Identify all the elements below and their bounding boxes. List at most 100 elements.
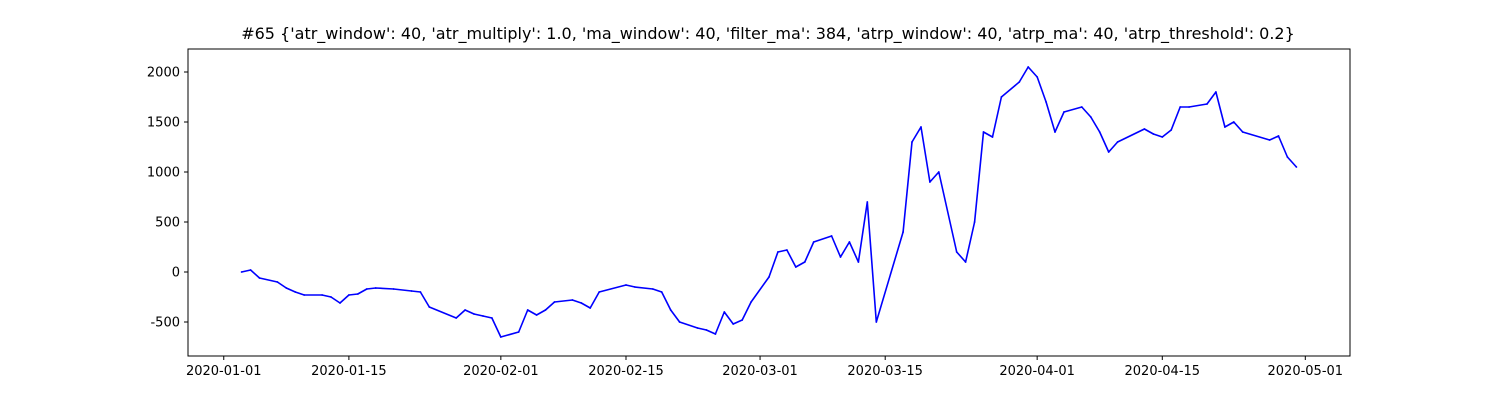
data-point bbox=[553, 301, 556, 303]
data-point bbox=[473, 313, 475, 315]
data-point bbox=[455, 317, 458, 319]
data-point bbox=[598, 291, 601, 293]
data-point bbox=[1018, 81, 1021, 83]
data-point bbox=[1080, 106, 1083, 108]
y-tick-label: 2000 bbox=[147, 66, 180, 81]
data-point bbox=[651, 288, 654, 290]
data-point bbox=[1063, 111, 1065, 113]
data-point bbox=[1215, 91, 1217, 93]
data-point bbox=[991, 136, 994, 138]
data-point bbox=[1116, 141, 1119, 143]
data-point bbox=[902, 231, 904, 233]
y-tick-label: 1000 bbox=[147, 166, 180, 181]
data-point bbox=[491, 317, 493, 319]
data-point bbox=[964, 261, 967, 263]
data-point bbox=[392, 288, 395, 290]
data-point bbox=[955, 251, 958, 253]
data-point bbox=[669, 309, 672, 311]
data-point bbox=[1277, 135, 1280, 137]
data-point bbox=[249, 269, 252, 271]
data-point bbox=[830, 235, 833, 237]
data-point bbox=[1232, 121, 1235, 123]
x-tick-label: 2020-02-15 bbox=[588, 364, 664, 379]
data-point bbox=[276, 281, 279, 283]
data-point bbox=[678, 321, 681, 323]
data-point bbox=[580, 302, 583, 304]
x-tick-label: 2020-02-01 bbox=[463, 364, 539, 379]
data-point bbox=[1152, 133, 1155, 135]
data-point bbox=[857, 261, 860, 263]
data-point bbox=[1206, 103, 1208, 105]
data-point bbox=[1188, 106, 1190, 108]
data-point bbox=[1000, 96, 1003, 98]
x-tick-label: 2020-04-01 bbox=[999, 364, 1075, 379]
x-tick-label: 2020-04-15 bbox=[1125, 364, 1201, 379]
data-point bbox=[812, 241, 815, 243]
data-point bbox=[1045, 101, 1047, 103]
data-point bbox=[1241, 131, 1244, 133]
data-point bbox=[982, 131, 985, 133]
x-tick-label: 2020-05-01 bbox=[1268, 364, 1344, 379]
data-point bbox=[1036, 76, 1039, 78]
data-point bbox=[330, 296, 332, 298]
data-point bbox=[1286, 156, 1289, 158]
data-point bbox=[348, 294, 350, 296]
axes-frame bbox=[187, 48, 1351, 357]
chart-title: #65 {'atr_window': 40, 'atr_multiply': 1… bbox=[241, 24, 1295, 44]
data-point bbox=[1224, 126, 1226, 128]
y-tick-label: 500 bbox=[155, 216, 180, 231]
data-point bbox=[1054, 131, 1056, 133]
data-point bbox=[929, 181, 931, 183]
data-point bbox=[499, 336, 502, 338]
data-point bbox=[1170, 129, 1173, 131]
data-point bbox=[732, 323, 735, 325]
data-point bbox=[1089, 116, 1092, 118]
data-point bbox=[1107, 151, 1110, 153]
data-point bbox=[339, 302, 341, 304]
plot-area: 2020-01-01 2020-01-15 2020-02-01 2020-02-15… bbox=[147, 48, 1351, 379]
x-tick-label: 2020-01-01 bbox=[186, 364, 262, 379]
data-point bbox=[482, 315, 484, 317]
data-point bbox=[535, 314, 538, 316]
data-point bbox=[705, 329, 708, 331]
data-point bbox=[768, 276, 770, 278]
data-point bbox=[723, 311, 726, 313]
data-point bbox=[794, 266, 797, 268]
x-tick-label: 2020-03-15 bbox=[847, 364, 923, 379]
data-point bbox=[303, 294, 306, 296]
y-tick-label: 1500 bbox=[147, 116, 180, 131]
data-point bbox=[848, 241, 851, 243]
data-point bbox=[321, 294, 323, 296]
data-point bbox=[786, 249, 788, 251]
data-point bbox=[1295, 166, 1298, 168]
data-point bbox=[696, 327, 699, 329]
data-point bbox=[625, 284, 627, 286]
data-point bbox=[803, 261, 806, 263]
data-point bbox=[374, 287, 377, 289]
data-point bbox=[517, 331, 520, 333]
data-point bbox=[875, 321, 878, 323]
data-point bbox=[410, 290, 413, 292]
data-point bbox=[240, 271, 243, 273]
data-point bbox=[911, 141, 913, 143]
data-point bbox=[1179, 106, 1182, 108]
data-point bbox=[741, 319, 744, 321]
data-point bbox=[714, 333, 717, 335]
data-point bbox=[1143, 128, 1146, 130]
data-point bbox=[356, 293, 359, 295]
data-point bbox=[1098, 131, 1101, 133]
data-point bbox=[464, 309, 466, 311]
data-point bbox=[544, 309, 547, 311]
data-point bbox=[750, 301, 752, 303]
data-point bbox=[589, 307, 592, 309]
y-tick-label: 0 bbox=[172, 266, 180, 281]
data-point bbox=[937, 171, 940, 173]
data-point bbox=[1268, 139, 1271, 141]
data-point bbox=[866, 201, 869, 203]
data-point bbox=[660, 291, 663, 293]
data-point bbox=[419, 291, 422, 293]
data-point bbox=[294, 291, 297, 293]
data-point bbox=[428, 306, 431, 308]
